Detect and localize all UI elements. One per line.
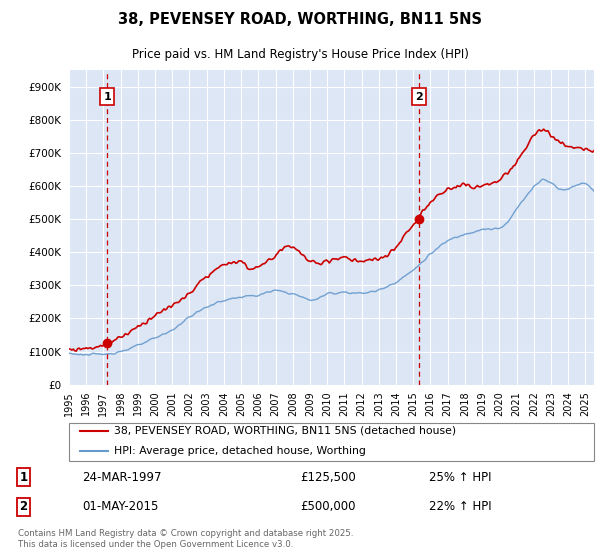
Text: Price paid vs. HM Land Registry's House Price Index (HPI): Price paid vs. HM Land Registry's House …	[131, 48, 469, 61]
Text: £500,000: £500,000	[300, 500, 355, 513]
Text: 38, PEVENSEY ROAD, WORTHING, BN11 5NS: 38, PEVENSEY ROAD, WORTHING, BN11 5NS	[118, 12, 482, 27]
Text: 24-MAR-1997: 24-MAR-1997	[82, 471, 162, 484]
Text: 2: 2	[20, 500, 28, 513]
Text: £125,500: £125,500	[300, 471, 356, 484]
Text: 22% ↑ HPI: 22% ↑ HPI	[430, 500, 492, 513]
Text: 25% ↑ HPI: 25% ↑ HPI	[430, 471, 492, 484]
Text: 1: 1	[104, 91, 111, 101]
Text: 2: 2	[415, 91, 423, 101]
Text: Contains HM Land Registry data © Crown copyright and database right 2025.
This d: Contains HM Land Registry data © Crown c…	[18, 529, 353, 549]
Text: HPI: Average price, detached house, Worthing: HPI: Average price, detached house, Wort…	[113, 446, 365, 456]
Text: 1: 1	[20, 471, 28, 484]
Text: 38, PEVENSEY ROAD, WORTHING, BN11 5NS (detached house): 38, PEVENSEY ROAD, WORTHING, BN11 5NS (d…	[113, 426, 456, 436]
Text: 01-MAY-2015: 01-MAY-2015	[82, 500, 159, 513]
